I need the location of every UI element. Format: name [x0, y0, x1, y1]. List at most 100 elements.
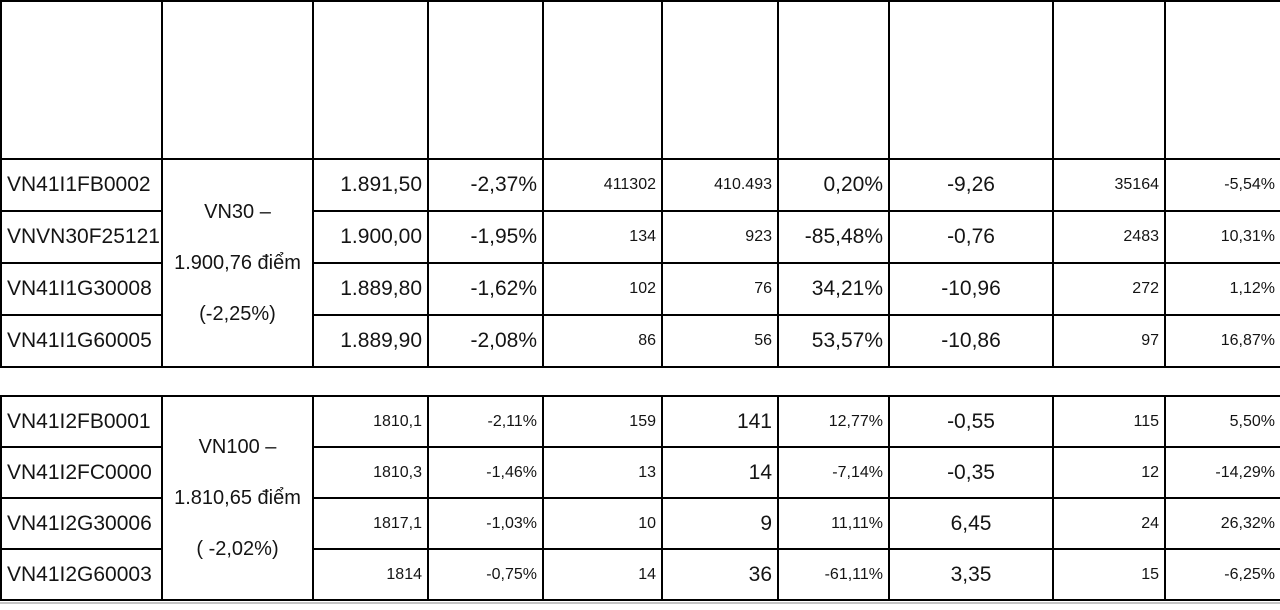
table-row: VNVN30F25121 1.900,00 -1,95% 134 923 -85… — [0, 210, 1280, 264]
cell-klgd: 76 — [661, 262, 779, 316]
header-label: KLGD — [693, 80, 747, 101]
header-klgd: KLGD — [661, 0, 779, 160]
cell-contract-code: VN41I2G60003 — [0, 548, 163, 601]
table-row: VN41I2FB0001 VN100 – 1.810,65 điểm ( -2,… — [0, 395, 1280, 601]
table-row: VN41I2FC0000 1810,3 -1,46% 13 14 -7,14% … — [0, 446, 1280, 499]
cell-pct-volume-change: 53,57% — [777, 314, 890, 368]
index-points: 1.900,76 điểm — [174, 252, 301, 274]
cell-spread: -0,55 — [888, 395, 1054, 448]
table-row: VN41I1FB0002 VN30 – 1.900,76 điểm (-2,25… — [0, 158, 1280, 368]
cell-pct-volume-change: 0,20% — [777, 158, 890, 212]
index-name: VN100 – — [198, 436, 277, 458]
cell-underlying-index-vn30: VN30 – 1.900,76 điểm (-2,25%) — [161, 158, 314, 368]
cell-pct-price-change: -1,46% — [427, 446, 544, 499]
header-label-line1: % thay — [454, 49, 517, 70]
cell-contract-code: VNVN30F25121 — [0, 210, 163, 264]
futures-table-vn30: Mã HĐTL Chỉ số cơ sở Giá HĐTL % thay đổi … — [0, 0, 1280, 368]
cell-pct-price-change: -2,08% — [427, 314, 544, 368]
cell-spread: 3,35 — [888, 548, 1054, 601]
header-chenh-lech: Chênh lệch (HĐTL – cơ sở) — [888, 0, 1054, 160]
cell-pct-volume-change: -61,11% — [777, 548, 890, 601]
header-gia-hdtl: Giá HĐTL — [312, 0, 429, 160]
cell-contract-code: VN41I1G30008 — [0, 262, 163, 316]
cell-pct-volume-change: 11,11% — [777, 497, 890, 550]
cell-pct-volume-change: 12,77% — [777, 395, 890, 448]
cell-klgd: 410.493 — [661, 158, 779, 212]
header-oi: OI — [1052, 0, 1166, 160]
cell-pct-oi-change: 1,12% — [1164, 262, 1280, 316]
cell-price: 1817,1 — [312, 497, 429, 550]
cell-klgd: 56 — [661, 314, 779, 368]
cell-klgd: 14 — [661, 446, 779, 499]
cell-spread: 6,45 — [888, 497, 1054, 550]
cell-pct-oi-change: 26,32% — [1164, 497, 1280, 550]
cell-klgd: 9 — [661, 497, 779, 550]
cell-pct-volume-change: -7,14% — [777, 446, 890, 499]
cell-pct-volume-change: -85,48% — [777, 210, 890, 264]
cell-pct-price-change: -1,95% — [427, 210, 544, 264]
cell-spread: -9,26 — [888, 158, 1054, 212]
cell-contract-code: VN41I1FB0002 — [0, 158, 163, 212]
header-label: Mã HĐTL — [40, 80, 123, 101]
cell-oi: 35164 — [1052, 158, 1166, 212]
cell-price: 1.889,90 — [312, 314, 429, 368]
header-pct-thay-doi-oi: % thay đổi OI — [1164, 0, 1280, 160]
cell-pct-volume-change: 34,21% — [777, 262, 890, 316]
header-label-line2: đổi OI — [1196, 111, 1250, 132]
cell-volume-a: 411302 — [542, 158, 663, 212]
cell-oi: 2483 — [1052, 210, 1166, 264]
header-label-line1: % thay — [1192, 49, 1254, 70]
table-header: Mã HĐTL Chỉ số cơ sở Giá HĐTL % thay đổi … — [0, 0, 1280, 160]
header-chi-so-co-so: Chỉ số cơ sở — [161, 0, 314, 160]
cell-pct-oi-change: 16,87% — [1164, 314, 1280, 368]
cell-pct-oi-change: -14,29% — [1164, 446, 1280, 499]
cell-pct-price-change: -0,75% — [427, 548, 544, 601]
cell-klgd: 36 — [661, 548, 779, 601]
cell-oi: 15 — [1052, 548, 1166, 601]
cell-volume-a: 10 — [542, 497, 663, 550]
table-row: VN41I2G30006 1817,1 -1,03% 10 9 11,11% 6… — [0, 497, 1280, 550]
cell-pct-oi-change: -5,54% — [1164, 158, 1280, 212]
index-change: ( -2,02%) — [196, 538, 279, 560]
cell-oi: 272 — [1052, 262, 1166, 316]
cell-oi: 97 — [1052, 314, 1166, 368]
cell-oi: 115 — [1052, 395, 1166, 448]
cell-pct-price-change: -1,03% — [427, 497, 544, 550]
header-blank-1 — [542, 0, 663, 160]
cell-oi: 12 — [1052, 446, 1166, 499]
table-row: VN41I1G60005 1.889,90 -2,08% 86 56 53,57… — [0, 314, 1280, 368]
group-separator-gap — [0, 368, 1280, 395]
cell-price: 1.900,00 — [312, 210, 429, 264]
cell-volume-a: 14 — [542, 548, 663, 601]
cell-price: 1810,3 — [312, 446, 429, 499]
cell-contract-code: VN41I2FB0001 — [0, 395, 163, 448]
futures-table-vn100: VN41I2FB0001 VN100 – 1.810,65 điểm ( -2,… — [0, 395, 1280, 601]
table-body-vn100: VN41I2FB0001 VN100 – 1.810,65 điểm ( -2,… — [0, 395, 1280, 601]
index-points: 1.810,65 điểm — [174, 487, 301, 509]
cell-price: 1.891,50 — [312, 158, 429, 212]
cell-contract-code: VN41I1G60005 — [0, 314, 163, 368]
cell-underlying-index-vn100: VN100 – 1.810,65 điểm ( -2,02%) — [161, 395, 314, 601]
header-ma-hdtl: Mã HĐTL — [0, 0, 163, 160]
table-body-vn30: VN41I1FB0002 VN30 – 1.900,76 điểm (-2,25… — [0, 158, 1280, 368]
index-name: VN30 – — [204, 201, 271, 223]
cell-oi: 24 — [1052, 497, 1166, 550]
header-label-line2: (HĐTL – cơ sở) — [902, 111, 1040, 132]
cell-volume-a: 102 — [542, 262, 663, 316]
cell-klgd: 923 — [661, 210, 779, 264]
table-row: VN41I2G60003 1814 -0,75% 14 36 -61,11% 3… — [0, 548, 1280, 601]
cell-klgd: 141 — [661, 395, 779, 448]
bottom-edge — [0, 601, 1280, 604]
header-label: OI — [1098, 80, 1120, 101]
cell-volume-a: 159 — [542, 395, 663, 448]
cell-price: 1810,1 — [312, 395, 429, 448]
cell-price: 1.889,80 — [312, 262, 429, 316]
cell-spread: -0,76 — [888, 210, 1054, 264]
header-row: Mã HĐTL Chỉ số cơ sở Giá HĐTL % thay đổi … — [0, 0, 1280, 160]
index-change: (-2,25%) — [199, 303, 276, 325]
table-row: VN41I1G30008 1.889,80 -1,62% 102 76 34,2… — [0, 262, 1280, 316]
header-label: Chỉ số cơ sở — [179, 80, 296, 101]
cell-pct-price-change: -1,62% — [427, 262, 544, 316]
cell-pct-oi-change: 10,31% — [1164, 210, 1280, 264]
